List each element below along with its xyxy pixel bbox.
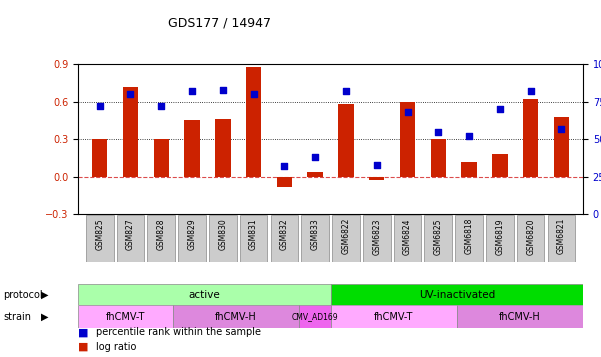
FancyBboxPatch shape (78, 284, 331, 305)
Bar (523, 99, 538, 177)
Text: GSM831: GSM831 (249, 218, 258, 250)
Bar (123, 87, 138, 177)
Text: active: active (189, 290, 220, 300)
FancyBboxPatch shape (299, 305, 331, 328)
Point (433, 129, 443, 135)
Point (95, 104, 105, 109)
Text: GSM6822: GSM6822 (341, 218, 350, 255)
FancyBboxPatch shape (78, 305, 173, 328)
Point (249, 91, 258, 97)
Text: ▶: ▶ (41, 312, 48, 322)
Text: fhCMV-H: fhCMV-H (215, 312, 257, 322)
FancyBboxPatch shape (517, 215, 545, 262)
FancyBboxPatch shape (457, 305, 583, 328)
Point (557, 126, 566, 132)
FancyBboxPatch shape (209, 215, 237, 262)
Text: GSM6823: GSM6823 (372, 218, 381, 255)
FancyBboxPatch shape (301, 215, 329, 262)
Text: GSM6818: GSM6818 (465, 218, 474, 255)
Text: ■: ■ (78, 327, 88, 337)
FancyBboxPatch shape (548, 215, 575, 262)
Text: strain: strain (3, 312, 31, 322)
Text: GSM6819: GSM6819 (495, 218, 504, 255)
Point (310, 154, 320, 160)
Text: GSM825: GSM825 (95, 218, 104, 250)
Text: protocol: protocol (3, 290, 43, 300)
FancyBboxPatch shape (455, 215, 483, 262)
FancyBboxPatch shape (486, 215, 514, 262)
Point (372, 162, 382, 167)
Bar (462, 162, 477, 177)
Point (188, 89, 197, 94)
Text: GSM833: GSM833 (311, 218, 320, 250)
Text: GSM6824: GSM6824 (403, 218, 412, 255)
Text: GSM830: GSM830 (218, 218, 227, 250)
Bar (215, 119, 231, 177)
Text: percentile rank within the sample: percentile rank within the sample (96, 327, 261, 337)
Text: ■: ■ (78, 342, 88, 352)
FancyBboxPatch shape (270, 215, 298, 262)
Text: log ratio: log ratio (96, 342, 136, 352)
Bar (276, 177, 292, 187)
Point (403, 109, 412, 115)
Bar (185, 120, 200, 177)
Point (156, 104, 166, 109)
FancyBboxPatch shape (178, 215, 206, 262)
FancyBboxPatch shape (331, 284, 583, 305)
FancyBboxPatch shape (173, 305, 299, 328)
Point (279, 164, 289, 169)
Point (464, 134, 474, 139)
Text: GDS177 / 14947: GDS177 / 14947 (168, 16, 271, 29)
FancyBboxPatch shape (147, 215, 175, 262)
Text: ▶: ▶ (41, 290, 48, 300)
Bar (246, 67, 261, 177)
Text: GSM828: GSM828 (157, 218, 166, 250)
Text: UV-inactivated: UV-inactivated (419, 290, 495, 300)
Bar (153, 139, 169, 177)
Point (526, 89, 535, 94)
FancyBboxPatch shape (394, 215, 421, 262)
Text: fhCMV-T: fhCMV-T (374, 312, 413, 322)
Bar (308, 172, 323, 177)
Text: GSM829: GSM829 (188, 218, 197, 250)
Text: GSM6825: GSM6825 (434, 218, 443, 255)
Bar (400, 102, 415, 177)
FancyBboxPatch shape (86, 215, 114, 262)
Point (126, 91, 135, 97)
FancyBboxPatch shape (363, 215, 391, 262)
Text: GSM6821: GSM6821 (557, 218, 566, 255)
Bar (92, 139, 108, 177)
FancyBboxPatch shape (240, 215, 267, 262)
Point (495, 106, 505, 112)
Text: GSM6820: GSM6820 (526, 218, 535, 255)
FancyBboxPatch shape (331, 305, 457, 328)
Point (218, 87, 228, 92)
Text: GSM832: GSM832 (280, 218, 289, 250)
Text: CMV_AD169: CMV_AD169 (291, 312, 338, 321)
Bar (554, 117, 569, 177)
FancyBboxPatch shape (424, 215, 452, 262)
Bar (338, 104, 353, 177)
FancyBboxPatch shape (117, 215, 144, 262)
Text: fhCMV-T: fhCMV-T (106, 312, 145, 322)
Bar (369, 177, 385, 180)
Point (341, 89, 351, 94)
Text: fhCMV-H: fhCMV-H (499, 312, 541, 322)
Bar (430, 139, 446, 177)
Bar (492, 154, 508, 177)
FancyBboxPatch shape (332, 215, 360, 262)
Text: GSM827: GSM827 (126, 218, 135, 250)
